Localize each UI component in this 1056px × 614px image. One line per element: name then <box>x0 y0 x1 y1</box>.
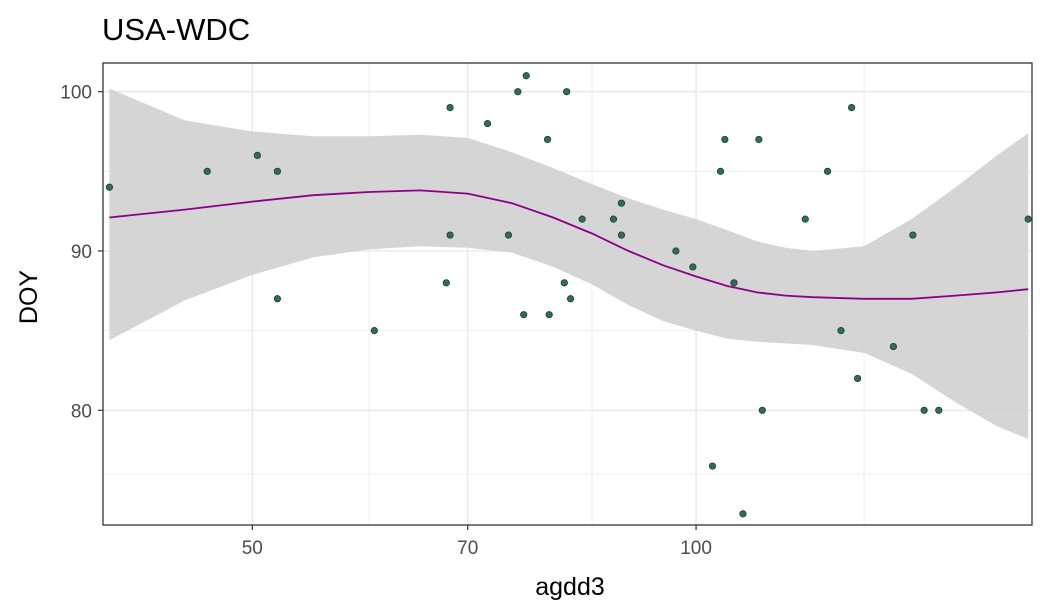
data-point <box>609 215 618 223</box>
x-tick-label: 70 <box>457 538 478 559</box>
data-point <box>543 135 552 144</box>
data-point <box>847 104 856 112</box>
data-point <box>273 295 282 303</box>
data-point <box>545 311 553 319</box>
plot-panel <box>102 62 1033 526</box>
data-point <box>273 167 282 175</box>
data-point <box>708 462 717 470</box>
data-point <box>522 72 530 80</box>
smooth-line <box>109 189 1029 300</box>
data-point <box>563 88 571 96</box>
data-point <box>755 135 763 144</box>
data-point <box>721 135 729 144</box>
data-point <box>716 167 725 175</box>
data-point <box>514 88 522 96</box>
data-point <box>730 279 738 287</box>
data-point <box>617 231 626 239</box>
data-point <box>578 215 586 223</box>
data-point <box>370 327 378 335</box>
data-point <box>672 247 680 255</box>
chart-title: USA-WDC <box>102 12 250 47</box>
data-point <box>203 167 211 175</box>
data-point <box>935 406 943 414</box>
data-point <box>253 151 261 159</box>
data-point <box>617 199 626 207</box>
data-point <box>105 183 114 191</box>
data-point <box>801 215 809 223</box>
y-axis-title: DOY <box>15 270 43 325</box>
data-point <box>560 279 568 287</box>
data-point <box>837 327 845 335</box>
y-tick-label: 80 <box>71 401 92 422</box>
panel-border <box>102 62 1033 526</box>
data-point <box>909 231 917 239</box>
data-point <box>689 263 697 271</box>
data-point <box>889 342 897 351</box>
data-point <box>483 119 492 128</box>
data-point <box>442 279 450 287</box>
data-point <box>1024 215 1032 223</box>
x-tick-label: 50 <box>242 538 263 559</box>
data-point <box>739 510 747 518</box>
data-point <box>520 311 528 319</box>
data-point <box>758 406 766 414</box>
x-tick-label: 100 <box>680 538 712 559</box>
y-tick-label: 90 <box>71 242 92 263</box>
data-point <box>566 295 575 303</box>
confidence-ribbon <box>109 88 1029 439</box>
y-tick-label: 100 <box>60 83 92 104</box>
data-point <box>920 406 928 414</box>
data-point <box>853 374 862 383</box>
data-point <box>446 104 454 112</box>
x-axis-title: agdd3 <box>535 573 605 601</box>
data-point <box>504 231 513 239</box>
data-point <box>446 231 454 239</box>
data-point <box>823 167 832 175</box>
